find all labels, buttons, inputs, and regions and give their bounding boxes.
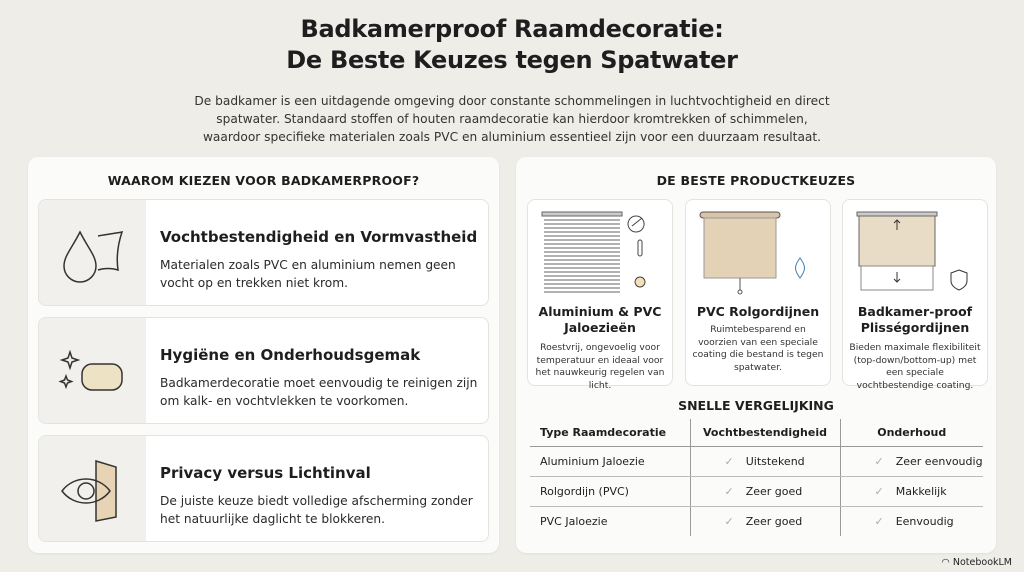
benefit-card: Hygiëne en Onderhoudsgemak Badkamerdecora… [38, 317, 489, 424]
eye-privacy-icon [39, 436, 146, 541]
product-card: PVC Rolgordijnen Ruimtebesparend en voorz… [685, 199, 831, 386]
value-cell: Zeer goed [745, 484, 803, 498]
intro-text: De badkamer is een uitdagende omgeving d… [194, 94, 830, 144]
page-title: Badkamerproof Raamdecoratie: De Beste Keu… [286, 15, 738, 74]
value-cell: Makkelijk [895, 484, 947, 498]
check-icon: ✓ [874, 514, 884, 528]
table-row: Rolgordijn (PVC) ✓ Zeer goed ✓ Makkelijk [530, 476, 983, 507]
type-cell: PVC Jaloezie [540, 514, 608, 528]
value-cell: Zeer goed [745, 514, 803, 528]
venetian-blind-icon [541, 211, 646, 293]
check-icon: ✓ [874, 484, 884, 498]
benefit-card: Vochtbestendigheid en Vormvastheid Materi… [38, 199, 489, 306]
check-icon: ✓ [874, 454, 884, 468]
comparison-table: Type Raamdecoratie Vochtbestendigheid On… [530, 419, 983, 536]
product-card: Badkamer-proof Plisségordijnen Bieden max… [842, 199, 988, 391]
value-cell: Eenvoudig [895, 514, 954, 528]
water-drop-icon [39, 200, 146, 305]
value-cell: Uitstekend [745, 454, 805, 468]
benefits-heading: WAAROM KIEZEN VOOR BADKAMERPROOF? [107, 173, 420, 188]
comparison-heading: SNELLE VERGELIJKING [678, 398, 834, 413]
table-row: Aluminium Jaloezie ✓ Uitstekend ✓ Zeer eenvo… [530, 446, 983, 477]
notebooklm-logo: ◠ NotebookLM [941, 557, 1012, 568]
value-cell: Zeer eenvoudig [895, 454, 983, 468]
sponge-sparkle-icon [39, 318, 146, 423]
type-cell: Rolgordijn (PVC) [530, 476, 690, 507]
type-cell: Aluminium Jaloezie [530, 446, 690, 477]
check-icon: ✓ [724, 454, 734, 468]
check-icon: ✓ [724, 514, 734, 528]
pleated-blind-icon [856, 211, 968, 291]
products-panel: DE BESTE PRODUCTKEUZES Aluminium & PVC J… [516, 157, 996, 553]
table-row: PVC Jaloezie ✓ Zeer goed ✓ Eenvoudig [530, 506, 983, 536]
roller-blind-icon [699, 211, 805, 295]
benefits-panel: WAAROM KIEZEN VOOR BADKAMERPROOF? Vochtb… [28, 157, 499, 553]
product-card: Aluminium & PVC Jaloezieën Roestvrij, ong… [527, 199, 673, 391]
check-icon: ✓ [724, 484, 734, 498]
products-heading: DE BESTE PRODUCTKEUZES [656, 173, 856, 188]
benefit-card: Privacy versus Lichtinval De juiste keuze… [38, 435, 489, 542]
